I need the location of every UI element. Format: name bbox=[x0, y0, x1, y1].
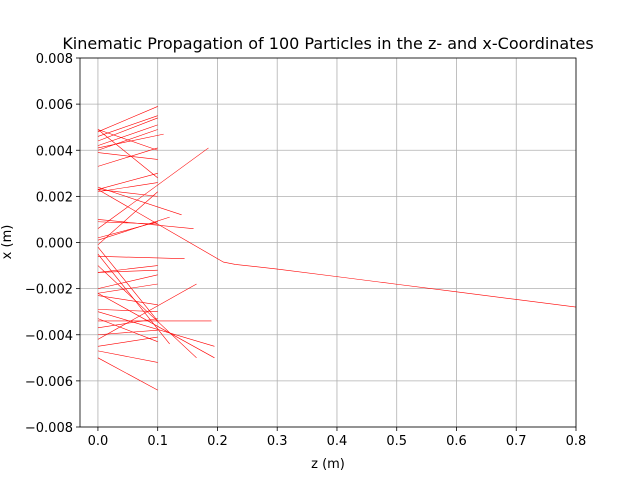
particle-trace bbox=[97, 292, 215, 359]
y-axis-label: x (m) bbox=[0, 225, 15, 260]
particle-trace bbox=[97, 106, 158, 133]
particle-trace bbox=[97, 189, 158, 197]
x-axis-ticks: 0.0 0.1 0.2 0.3 0.4 0.5 0.6 0.7 0.8 bbox=[88, 427, 587, 449]
particle-trace bbox=[97, 117, 158, 142]
x-axis-label: z (m) bbox=[311, 457, 345, 472]
particle-trace bbox=[97, 269, 158, 273]
particle-trace bbox=[97, 329, 158, 336]
particle-trace bbox=[97, 182, 158, 193]
particle-trace bbox=[97, 309, 158, 312]
y-axis-ticks: −0.008 −0.006 −0.004 −0.002 0.000 0.002 0.004 0… bbox=[25, 52, 80, 436]
x-tick-label: 0.4 bbox=[327, 434, 348, 449]
particle-trace bbox=[97, 265, 158, 273]
particle-traces bbox=[97, 106, 577, 391]
particle-trace bbox=[97, 283, 197, 340]
particle-trace bbox=[97, 147, 209, 229]
particle-trace bbox=[97, 216, 170, 241]
particle-trace bbox=[97, 246, 158, 322]
particle-trace bbox=[97, 336, 158, 347]
particle-trace bbox=[97, 318, 158, 329]
particle-trace bbox=[97, 311, 215, 347]
x-tick-label: 0.1 bbox=[147, 434, 168, 449]
particle-trace bbox=[97, 318, 158, 342]
particle-trace bbox=[97, 147, 158, 167]
x-tick-label: 0.8 bbox=[566, 434, 587, 449]
particle-trace bbox=[97, 129, 158, 179]
particle-trace bbox=[97, 124, 158, 146]
particle-trace bbox=[97, 186, 182, 216]
grid bbox=[80, 57, 577, 428]
x-tick-label: 0.2 bbox=[207, 434, 228, 449]
particle-trace bbox=[97, 357, 158, 391]
y-tick-label: 0.004 bbox=[36, 144, 73, 159]
y-tick-label: 0.000 bbox=[36, 237, 73, 252]
x-tick-label: 0.3 bbox=[267, 434, 288, 449]
y-tick-label: −0.006 bbox=[25, 375, 73, 390]
x-tick-label: 0.5 bbox=[386, 434, 407, 449]
particle-trace bbox=[97, 189, 577, 308]
y-tick-label: −0.008 bbox=[25, 421, 73, 436]
y-tick-label: 0.002 bbox=[36, 190, 73, 205]
particle-trace bbox=[97, 152, 158, 160]
particle-trace bbox=[97, 274, 158, 289]
x-tick-label: 0.7 bbox=[506, 434, 527, 449]
particle-trace bbox=[97, 219, 194, 229]
x-tick-label: 0.6 bbox=[446, 434, 467, 449]
y-tick-label: 0.006 bbox=[36, 98, 73, 113]
y-tick-label: −0.004 bbox=[25, 329, 73, 344]
x-tick-label: 0.0 bbox=[88, 434, 109, 449]
y-tick-label: 0.008 bbox=[36, 52, 73, 67]
particle-trace bbox=[97, 221, 158, 225]
particle-trace bbox=[97, 283, 158, 294]
particle-trace bbox=[97, 191, 158, 246]
particle-trace bbox=[97, 295, 158, 306]
particle-trace bbox=[97, 256, 185, 259]
particle-trace bbox=[97, 129, 158, 151]
particle-trace bbox=[97, 115, 158, 137]
particle-trace bbox=[97, 173, 158, 190]
particle-trace bbox=[97, 350, 158, 363]
chart-title: Kinematic Propagation of 100 Particles i… bbox=[62, 34, 593, 53]
y-tick-label: −0.002 bbox=[25, 283, 73, 298]
